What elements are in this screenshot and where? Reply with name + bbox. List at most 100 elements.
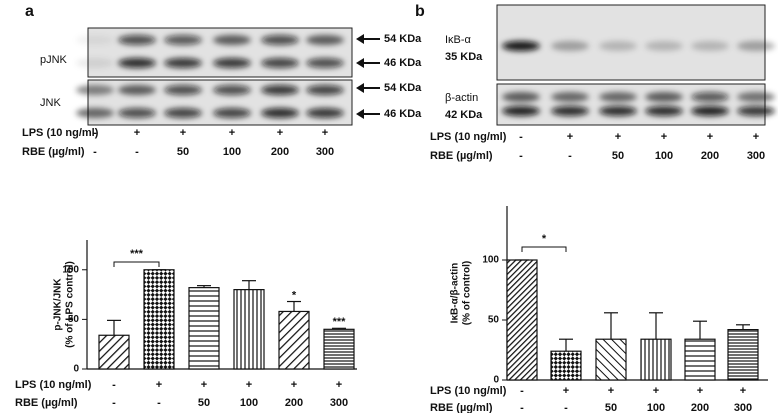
blot-band (737, 106, 775, 116)
blot-background (87, 27, 353, 78)
bar (323, 328, 355, 370)
blot-band (76, 108, 114, 118)
condition-value: 100 (223, 146, 241, 158)
x-tick-label: + (201, 379, 207, 391)
condition-value: + (277, 127, 283, 139)
y-axis-label: p-JNK/JNK (53, 278, 64, 331)
bar (506, 259, 538, 381)
significance-bracket (521, 246, 567, 252)
condition-value: 300 (747, 150, 765, 162)
blot-row-label: pJNK (40, 54, 68, 66)
blot-band (213, 108, 251, 118)
y-tick-label: 100 (482, 255, 499, 266)
blot-band (261, 108, 299, 118)
condition-value: - (93, 146, 97, 158)
blot-band (502, 92, 540, 102)
x-tick-label: - (112, 397, 116, 409)
blot-band (599, 41, 637, 51)
blot-band (645, 92, 683, 102)
blot-band (118, 108, 156, 118)
condition-value: 100 (655, 150, 673, 162)
blot-band (599, 106, 637, 116)
condition-value: 50 (612, 150, 624, 162)
condition-value: + (322, 127, 328, 139)
significance-bracket (113, 261, 160, 267)
molecular-weight: 46 KDa (384, 57, 422, 69)
blot-band (551, 92, 589, 102)
bar (278, 310, 310, 370)
condition-value: 300 (316, 146, 334, 158)
blot-row-label: β-actin (445, 92, 478, 104)
condition-label: LPS (10 ng/ml) (430, 131, 507, 143)
molecular-weight: 54 KDa (384, 33, 422, 45)
condition-value: + (753, 131, 759, 143)
blot-band (691, 106, 729, 116)
x-tick-label: - (520, 385, 524, 397)
x-tick-label: 100 (647, 402, 665, 413)
condition-value: 50 (177, 146, 189, 158)
blot-band (691, 41, 729, 51)
blot-band (118, 85, 156, 95)
x-tick-label: - (157, 397, 161, 409)
blot-band (213, 58, 251, 68)
bar (98, 334, 130, 370)
x-tick-label: + (740, 385, 746, 397)
bar (640, 338, 672, 381)
blot-band (502, 106, 540, 116)
blot-row-label: JNK (40, 97, 61, 109)
blot-band (76, 35, 114, 45)
bar (233, 289, 265, 370)
significance-label: * (542, 233, 547, 245)
y-tick-label: 50 (488, 315, 500, 326)
x-row-label: LPS (10 ng/ml) (430, 385, 507, 397)
x-tick-label: 300 (734, 402, 752, 413)
x-tick-label: + (156, 379, 162, 391)
significance-label: *** (333, 316, 347, 328)
condition-value: 200 (271, 146, 289, 158)
condition-label: LPS (10 ng/ml) (22, 127, 99, 139)
blot-band (118, 35, 156, 45)
blot-band (737, 92, 775, 102)
panel-label: a (25, 3, 34, 20)
blot-band (213, 35, 251, 45)
condition-value: - (519, 150, 523, 162)
x-tick-label: 300 (330, 397, 348, 409)
x-tick-label: 50 (198, 397, 210, 409)
x-row-label: LPS (10 ng/ml) (15, 379, 92, 391)
arrow-head (356, 83, 364, 93)
blot-band (261, 35, 299, 45)
bar (188, 287, 220, 370)
x-tick-label: 50 (605, 402, 617, 413)
blot-band (118, 58, 156, 68)
x-tick-label: 200 (691, 402, 709, 413)
y-tick-label: 0 (73, 364, 79, 375)
condition-value: + (661, 131, 667, 143)
y-tick-label: 0 (493, 375, 499, 386)
blot-band (213, 85, 251, 95)
panel-label: b (415, 3, 425, 20)
y-axis-label: (% of LPS control) (65, 261, 76, 348)
blot-band (645, 41, 683, 51)
condition-label: RBE (µg/ml) (22, 146, 85, 158)
blot-band (306, 58, 344, 68)
blot-background (496, 83, 766, 126)
x-tick-label: + (653, 385, 659, 397)
condition-label: RBE (µg/ml) (430, 150, 493, 162)
x-tick-label: - (112, 379, 116, 391)
blot-band (502, 41, 540, 51)
x-tick-label: - (564, 402, 568, 413)
blot-band (306, 85, 344, 95)
blot-band (737, 41, 775, 51)
blot-band (645, 106, 683, 116)
blot-band (164, 85, 202, 95)
condition-value: 200 (701, 150, 719, 162)
condition-value: - (93, 127, 97, 139)
condition-value: + (180, 127, 186, 139)
x-tick-label: + (563, 385, 569, 397)
blot-band (551, 106, 589, 116)
condition-value: + (707, 131, 713, 143)
blot-band (76, 85, 114, 95)
bar (550, 350, 582, 381)
significance-label: *** (130, 248, 144, 260)
